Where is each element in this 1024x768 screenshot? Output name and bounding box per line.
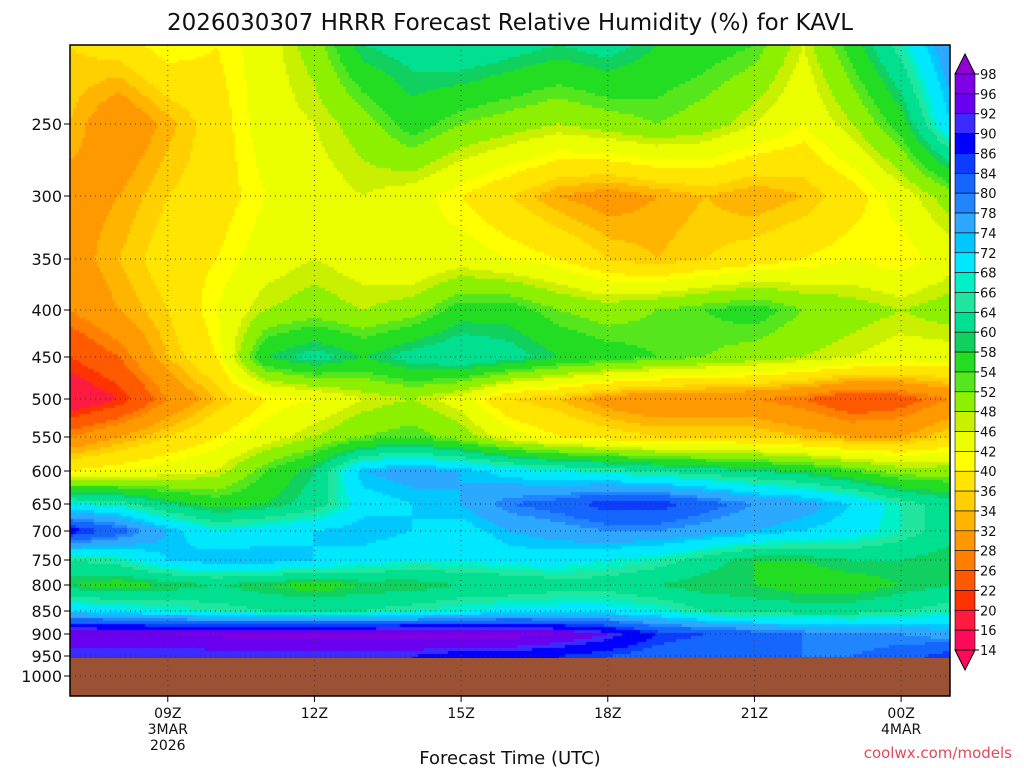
colorbar-label: 46 (980, 426, 997, 441)
colorbar-top-arrow (954, 52, 976, 75)
colorbar-swatch (954, 351, 976, 373)
y-tick-label: 650 (31, 495, 62, 514)
colorbar-swatch (954, 272, 976, 293)
colorbar-swatch (954, 252, 976, 273)
colorbar-label: 36 (980, 485, 997, 500)
colorbar-label: 60 (980, 326, 997, 341)
source-credit: coolwx.com/models (864, 744, 1012, 762)
x-tick-label: 18Z (594, 706, 621, 722)
colorbar-swatch (954, 173, 976, 194)
colorbar-label: 20 (980, 604, 997, 619)
colorbar-swatch (954, 510, 976, 532)
x-axis-label: Forecast Time (UTC) (419, 748, 600, 768)
colorbar-label: 64 (980, 306, 997, 321)
y-tick-label: 500 (31, 390, 62, 409)
colorbar-swatch (954, 470, 976, 492)
colorbar-label: 40 (980, 465, 997, 480)
colorbar-label: 96 (980, 88, 997, 103)
colorbar-swatch (954, 331, 976, 353)
colorbar-swatch (954, 590, 976, 611)
colorbar-swatch (954, 312, 976, 333)
colorbar-swatch (954, 629, 976, 651)
plot-border (69, 44, 951, 697)
colorbar-swatch (954, 212, 976, 234)
x-tick-label: 4MAR (881, 722, 922, 738)
colorbar-label: 98 (980, 68, 997, 83)
colorbar-label: 86 (980, 147, 997, 162)
y-tick-label: 350 (31, 250, 62, 269)
colorbar-swatch (954, 451, 976, 472)
terrain-ground (70, 658, 950, 696)
colorbar-label: 90 (980, 128, 997, 143)
y-tick-label: 600 (31, 462, 62, 481)
colorbar-label: 28 (980, 545, 997, 560)
y-tick-label: 950 (31, 647, 62, 666)
colorbar-swatch (954, 411, 976, 432)
colorbar-label: 72 (980, 247, 997, 262)
colorbar-bottom-arrow (954, 649, 976, 672)
y-tick-label: 400 (31, 301, 62, 320)
y-tick-label: 250 (31, 115, 62, 134)
x-tick-label: 2026 (150, 738, 186, 754)
y-tick-label: 550 (31, 428, 62, 447)
x-tick-label: 3MAR (148, 722, 189, 738)
x-tick-label: 00Z (887, 706, 914, 722)
colorbar-swatch (954, 192, 976, 214)
chart-title: 2026030307 HRRR Forecast Relative Humidi… (167, 10, 853, 36)
colorbar-label: 58 (980, 346, 997, 361)
colorbar-label: 16 (980, 624, 997, 639)
colorbar-swatch (954, 609, 976, 631)
y-tick-label: 1000 (21, 667, 62, 686)
colorbar-legend: 98 96 92 90 86 84 80 78 74 72 68 66 64 60 58 54 52 48 46 42… (954, 52, 997, 672)
colorbar-swatch (954, 232, 976, 254)
colorbar-label: 68 (980, 267, 997, 282)
colorbar-label: 84 (980, 167, 997, 182)
colorbar-label: 34 (980, 505, 997, 520)
rh-field (70, 45, 950, 696)
colorbar-swatch (954, 530, 976, 551)
colorbar-swatch (954, 490, 976, 512)
y-tick-label: 800 (31, 576, 62, 595)
colorbar-label: 52 (980, 386, 997, 401)
y-tick-label: 450 (31, 348, 62, 367)
colorbar-swatch (954, 113, 976, 134)
colorbar-swatch (954, 570, 976, 591)
colorbar-label: 32 (980, 525, 997, 540)
y-axis: 250 300 350 400 450 500 550 600 650 700 750 800 850 9… (21, 115, 70, 686)
colorbar-label: 26 (980, 565, 997, 580)
colorbar-label: 66 (980, 286, 997, 301)
colorbar-swatch (954, 93, 976, 115)
colorbar-swatch (954, 292, 976, 313)
y-tick-label: 850 (31, 602, 62, 621)
y-tick-label: 750 (31, 551, 62, 570)
colorbar-swatch (954, 431, 976, 452)
x-tick-label: 09Z (154, 706, 181, 722)
y-tick-label: 300 (31, 187, 62, 206)
colorbar-label: 48 (980, 406, 997, 421)
colorbar-label: 80 (980, 187, 997, 202)
colorbar-label: 74 (980, 227, 997, 242)
x-tick-label: 12Z (301, 706, 328, 722)
colorbar-label: 92 (980, 108, 997, 123)
colorbar-swatch (954, 133, 976, 154)
colorbar-swatch (954, 371, 976, 393)
colorbar-swatch (954, 550, 976, 571)
x-tick-label: 21Z (741, 706, 768, 722)
colorbar-label: 22 (980, 584, 997, 599)
colorbar-label: 14 (980, 644, 997, 659)
x-tick-label: 15Z (447, 706, 474, 722)
colorbar-swatch (954, 153, 976, 174)
colorbar-label: 54 (980, 366, 997, 381)
plot-area (69, 44, 951, 697)
y-tick-label: 900 (31, 625, 62, 644)
colorbar-label: 78 (980, 207, 997, 222)
colorbar-swatch (954, 73, 976, 95)
y-tick-label: 700 (31, 522, 62, 541)
colorbar-swatch (954, 391, 976, 412)
colorbar-label: 42 (980, 445, 997, 460)
